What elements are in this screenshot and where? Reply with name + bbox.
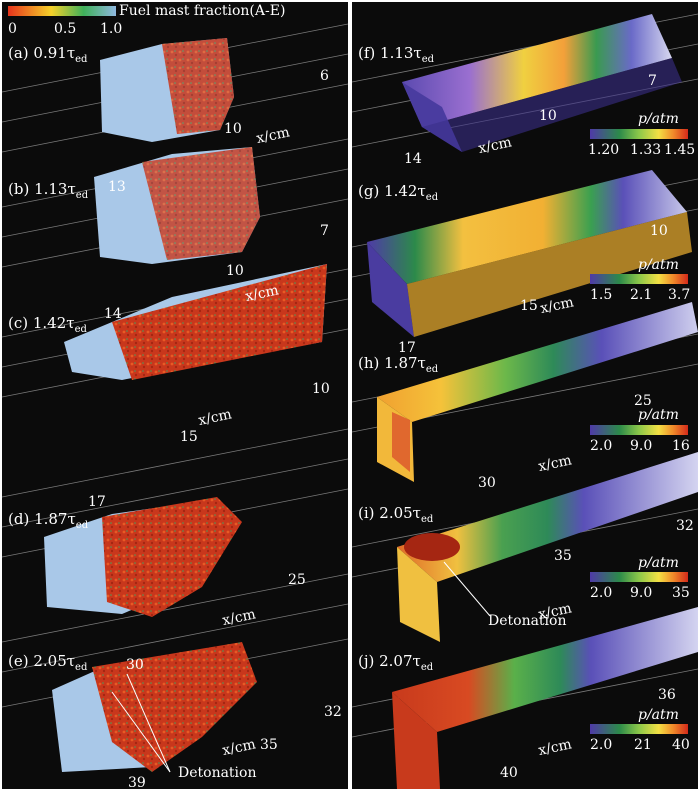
fuel-colorbar-tick: 0: [8, 21, 17, 37]
panel-label-j: (j) 2.07τed: [358, 652, 434, 673]
panel-label-g: (g) 1.42τed: [358, 182, 439, 203]
pressure-tick: 40: [672, 737, 690, 753]
pressure-colorbar-h: [590, 425, 688, 435]
detonation-annotation: Detonation: [178, 765, 257, 781]
tick-label: 39: [128, 775, 146, 789]
tick-label: 25: [634, 393, 652, 409]
tick-label: 32: [676, 518, 694, 534]
pressure-box-j: [392, 607, 698, 732]
tick-label: 7: [648, 73, 657, 89]
tick-label: 32: [324, 704, 342, 720]
pressure-tick: 21: [634, 737, 652, 753]
tick-label: 15: [180, 429, 198, 445]
tick-label: 10: [312, 381, 330, 397]
fuel-fraction-graphics: [2, 6, 348, 773]
pressure-tick: 1.45: [664, 142, 696, 158]
pressure-tick: 2.0: [590, 585, 613, 601]
pressure-tick: 2.0: [590, 737, 613, 753]
pressure-tick: 2.0: [590, 438, 613, 454]
pressure-colorbar-title: p/atm: [638, 257, 679, 273]
tick-label: 30: [478, 475, 496, 491]
pressure-tick: 1.20: [588, 142, 620, 158]
pressure-box-f: [402, 14, 672, 127]
tick-label: 14: [104, 306, 122, 322]
detonation-annotation: Detonation: [488, 613, 567, 629]
tick-label: 35: [260, 737, 278, 753]
pressure-tick: 9.0: [630, 438, 653, 454]
panel-label-h: (h) 1.87τed: [358, 354, 439, 375]
panel-label-c: (c) 1.42τed: [8, 314, 87, 335]
fuel-fraction-panel: Fuel mast fraction(A-E) 0 0.5 1.0 (a) 0.…: [2, 2, 348, 789]
tick-label: 10: [539, 108, 557, 124]
pressure-colorbar-title: p/atm: [638, 555, 679, 571]
panel-label-a: (a) 0.91τed: [8, 44, 88, 65]
pressure-tick: 9.0: [630, 585, 653, 601]
grid-lines: [2, 23, 348, 708]
tick-label: 13: [108, 179, 126, 195]
panel-label-i: (i) 2.05τed: [358, 504, 434, 525]
pressure-tick: 1.33: [630, 142, 662, 158]
tick-label: 40: [500, 765, 518, 781]
pressure-box-g: [367, 170, 687, 284]
pressure-colorbar-title: p/atm: [638, 111, 679, 127]
pressure-box-i: [397, 452, 698, 582]
pressure-tick: 35: [672, 585, 690, 601]
tick-label: 30: [126, 657, 144, 673]
fuel-colorbar: [8, 6, 116, 16]
pressure-colorbar-g: [590, 274, 688, 284]
tick-label: 17: [398, 340, 416, 356]
pressure-tick: 2.1: [630, 287, 653, 303]
pressure-colorbar-i: [590, 572, 688, 582]
pressure-tick: 1.5: [590, 287, 613, 303]
tick-label: 6: [320, 68, 329, 84]
tick-label: 35: [554, 548, 572, 564]
tick-label: 25: [288, 572, 306, 588]
tick-label: 36: [658, 687, 676, 703]
panel-label-e: (e) 2.05τed: [8, 652, 88, 673]
pressure-tick: 3.7: [668, 287, 691, 303]
pressure-colorbar-j: [590, 724, 688, 734]
panel-label-f: (f) 1.13τed: [358, 44, 435, 65]
pressure-colorbar-title: p/atm: [638, 707, 679, 723]
pressure-colorbar-title: p/atm: [638, 407, 679, 423]
tick-label: 10: [226, 263, 244, 279]
pressure-tick: 16: [672, 438, 690, 454]
panel-label-b: (b) 1.13τed: [8, 180, 89, 201]
tick-label: 7: [320, 223, 329, 239]
tick-label: 15: [520, 298, 538, 314]
panel-label-d: (d) 1.87τed: [8, 510, 89, 531]
fuel-colorbar-title: Fuel mast fraction(A-E): [119, 3, 286, 19]
pressure-box-h: [377, 302, 698, 422]
tick-label: 14: [404, 151, 422, 167]
tick-label: 17: [88, 494, 106, 510]
tick-label: 10: [650, 223, 668, 239]
tick-label: 10: [224, 121, 242, 137]
pressure-panel: (f) 1.13τed 7 10 14 x/cm p/atm 1.20 1.33…: [352, 2, 698, 789]
pressure-graphics: [352, 13, 698, 789]
pressure-colorbar-f: [590, 129, 688, 139]
fuel-colorbar-tick: 1.0: [100, 21, 123, 37]
fuel-colorbar-tick: 0.5: [54, 21, 77, 37]
